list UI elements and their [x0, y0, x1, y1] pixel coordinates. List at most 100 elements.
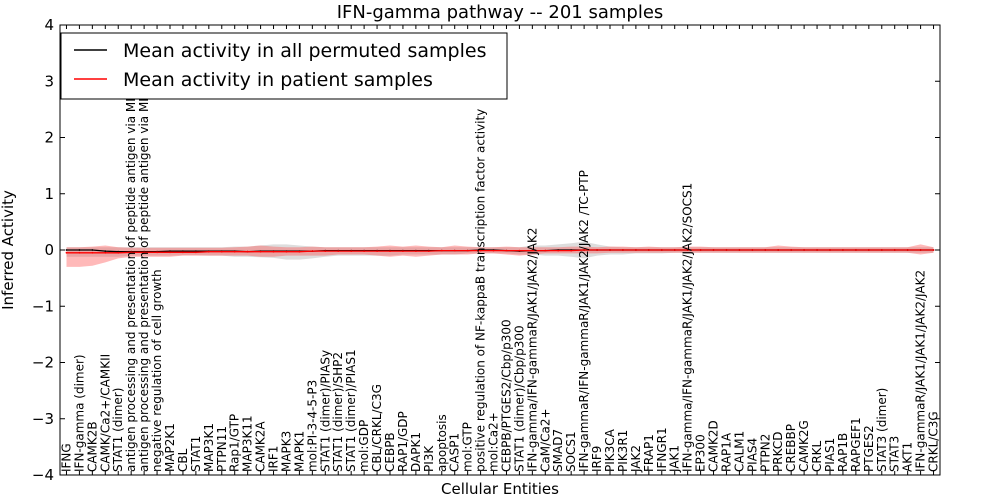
x-tick-label: STAT3 (dimer) [875, 388, 889, 472]
x-tick-label: RAPGEF1 [849, 417, 863, 472]
y-tick-label: 4 [44, 16, 54, 34]
data-point [156, 251, 159, 254]
data-point [466, 249, 469, 252]
data-point [427, 250, 430, 253]
data-point [531, 249, 534, 252]
data-point [647, 249, 650, 251]
data-point [842, 249, 844, 251]
data-point [298, 250, 301, 253]
series-lines [65, 249, 935, 254]
data-point [195, 251, 197, 254]
data-point [233, 250, 236, 253]
data-point [376, 250, 378, 253]
data-point [220, 250, 223, 253]
data-point [609, 249, 611, 251]
x-tick-label: CAMK2D [707, 420, 721, 472]
y-tick-label: −4 [32, 466, 54, 484]
data-point [635, 249, 637, 251]
x-tick-label: STAT1 (dimer)/PIAS1 [344, 349, 358, 472]
x-tick-label: mol:GTP [461, 422, 475, 472]
data-point [725, 249, 728, 251]
x-tick-label: CAMK2G [797, 420, 811, 472]
x-tick-label: PIK3R1 [616, 430, 630, 472]
x-tick-label: IFN-gamma/IFN-gammaR/JAK1/JAK2/JAK2/SOCS… [681, 183, 695, 472]
data-point [712, 249, 715, 251]
x-tick-label: CaM/Ca2+ [538, 408, 552, 472]
data-point [324, 250, 327, 253]
data-point [104, 250, 107, 253]
x-tick-label: negative regulation of cell growth [150, 269, 164, 472]
x-tick-label: IFN-gamma/IFN-gammaR/JAK1/JAK2/JAK2 [525, 228, 539, 473]
legend-label-patient: Mean activity in patient samples [123, 69, 433, 91]
data-point [518, 249, 521, 252]
x-tick-label: antigen processing and presentation of p… [137, 40, 151, 472]
x-tick-label: JAK1 [668, 445, 682, 473]
x-tick-label: PTPN2 [758, 434, 772, 472]
x-tick-label: CRKL/C3G [927, 411, 941, 472]
data-point [207, 250, 210, 253]
data-point [738, 249, 741, 251]
x-tick-label: DAPK1 [409, 432, 423, 472]
y-tick-label: −1 [32, 297, 54, 315]
x-tick-label: mol:Ca2+ [487, 412, 501, 472]
data-point [686, 249, 689, 251]
x-tick-label: CEBPB/PTGES2/Cbp/p300 [500, 319, 514, 472]
legend-label-permuted: Mean activity in all permuted samples [123, 40, 486, 62]
data-point [557, 249, 560, 252]
data-point [350, 250, 353, 253]
data-point [790, 249, 793, 251]
confidence-bands [66, 241, 934, 267]
x-tick-label: RAP1A [720, 432, 734, 472]
x-tick-label: PIAS1 [823, 438, 837, 472]
x-tick-label: MAPK3 [280, 431, 294, 472]
x-tick-label: CEBPB [383, 432, 397, 472]
data-point [544, 249, 547, 252]
x-tick-label: CBL [176, 448, 190, 472]
y-tick-label: −3 [32, 410, 54, 428]
x-tick-label: AKT1 [901, 442, 915, 472]
x-tick-label: STAT1 (dimer)/SHP2 [331, 352, 345, 472]
x-tick-label: FRAP1 [642, 434, 656, 472]
x-tick-label: IFNG [60, 443, 74, 472]
data-point [402, 250, 404, 253]
data-point [622, 249, 624, 251]
data-point [285, 250, 288, 253]
data-point [91, 251, 94, 254]
data-point [272, 250, 275, 253]
data-point [919, 249, 922, 251]
data-point [182, 251, 184, 254]
data-point [65, 249, 68, 251]
x-tick-label: STAT1 (dimer) [111, 388, 125, 472]
x-tick-label: CASP1 [448, 433, 462, 472]
data-point [389, 250, 391, 253]
data-point [880, 249, 883, 251]
x-tick-label: CREBBP [784, 424, 798, 472]
data-point [311, 250, 314, 253]
chart-title: IFN-gamma pathway -- 201 samples [337, 2, 664, 23]
x-tick-label: apoptosis [435, 414, 449, 472]
x-tick-label: PRKCD [771, 432, 785, 472]
x-tick-label: JAK2 [629, 445, 643, 473]
x-tick-label: antigen processing and presentation of p… [124, 43, 138, 472]
x-tick-label: mol:PI-3-4-5-P3 [305, 380, 319, 472]
x-tick-label: IFN-gamma (dimer) [72, 354, 86, 472]
x-tick-label: CBL/CRKL/C3G [370, 384, 384, 472]
x-tick-label: IRF9 [590, 446, 604, 472]
x-tick-label: CAMK2A [254, 421, 268, 472]
x-tick-label: IFN-gammaR/IFN-gammaR/JAK1/JAK2/JAK2 /TC… [577, 170, 591, 472]
x-tick-label: STAT1 (dimer)/PIASy [318, 350, 332, 472]
data-point [816, 249, 818, 251]
x-tick-label: CRKL [810, 440, 824, 472]
data-point [246, 250, 249, 253]
data-point [143, 251, 146, 254]
data-point [660, 249, 663, 251]
x-tick-label: EP300 [694, 434, 708, 472]
x-tick-label: CALM1 [732, 431, 746, 472]
x-tick-label: IFNGR1 [655, 427, 669, 472]
data-point [867, 249, 870, 251]
legend: Mean activity in all permuted samples Me… [60, 32, 508, 100]
x-tick-label: MAP2K1 [163, 423, 177, 472]
x-tick-label: PIK3CA [603, 428, 617, 472]
